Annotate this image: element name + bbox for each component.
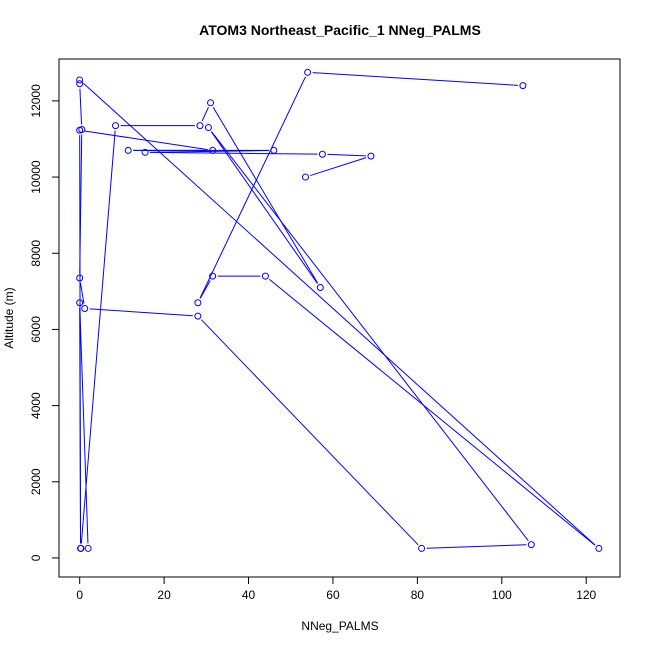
series-segment [312,72,518,86]
data-point [316,284,324,292]
series-segment [201,107,209,122]
data-point [318,150,326,158]
x-tick-label: 20 [157,588,171,602]
data-point [76,299,84,307]
series-segment [80,282,85,304]
data-point [141,148,149,156]
series-segment [268,278,596,546]
series-segment [210,131,318,284]
y-tick-label: 6000 [29,316,43,343]
data-point [527,541,535,549]
x-tick-label: 100 [492,588,512,602]
series-segment [327,153,366,157]
x-axis: 0 20 40 60 80 100 120 [76,576,597,602]
data-point [196,122,204,130]
series-segment [200,319,419,546]
y-tick-label: 8000 [29,240,43,267]
chart-title: ATOM3 Northeast_Pacific_1 NNeg_PALMS [199,22,481,38]
data-point [595,544,603,552]
x-tick-label: 40 [242,588,256,602]
data-point [519,82,527,90]
data-point [84,544,92,552]
data-point [76,76,84,84]
data-point [194,299,202,307]
y-axis-label: Altitude (m) [2,287,16,348]
data-point [207,99,215,107]
y-axis: 0 2000 4000 6000 8000 10000 12000 [29,84,60,561]
series-segment [89,308,193,317]
data-point [77,544,85,552]
data-point [418,544,426,552]
series-segment [79,88,83,125]
series-segment [310,157,367,177]
x-tick-label: 80 [411,588,425,602]
data-point [194,312,202,320]
series-segment [199,76,306,299]
series-segment [83,82,596,546]
x-tick-label: 60 [326,588,340,602]
data-point [76,80,84,88]
series-segment [212,106,319,284]
y-tick-label: 10000 [29,160,43,194]
series-segment [150,151,318,155]
series-segment [84,130,208,151]
y-tick-label: 2000 [29,468,43,495]
series-segment [79,307,89,544]
x-axis-label: NNeg_PALMS [301,619,378,633]
data-point [261,272,269,280]
series-segment [426,544,527,549]
series [76,68,603,552]
data-point [76,126,84,134]
x-tick-label: 120 [576,588,596,602]
data-point [124,146,132,154]
data-point [304,68,312,76]
data-point [81,304,89,312]
series-segment [211,131,529,541]
data-point [367,152,375,160]
y-tick-label: 12000 [29,84,43,118]
data-point [209,272,217,280]
series-segment [80,130,116,544]
data-point [204,124,212,132]
series-segment [199,280,211,299]
x-tick-label: 0 [76,588,83,602]
y-tick-label: 0 [29,554,43,561]
data-point [270,146,278,154]
y-tick-label: 4000 [29,392,43,419]
data-point [209,146,217,154]
data-point [112,122,120,130]
series-layer [76,68,603,552]
data-point [302,173,310,181]
series-segment [79,135,82,544]
data-point [76,274,84,282]
